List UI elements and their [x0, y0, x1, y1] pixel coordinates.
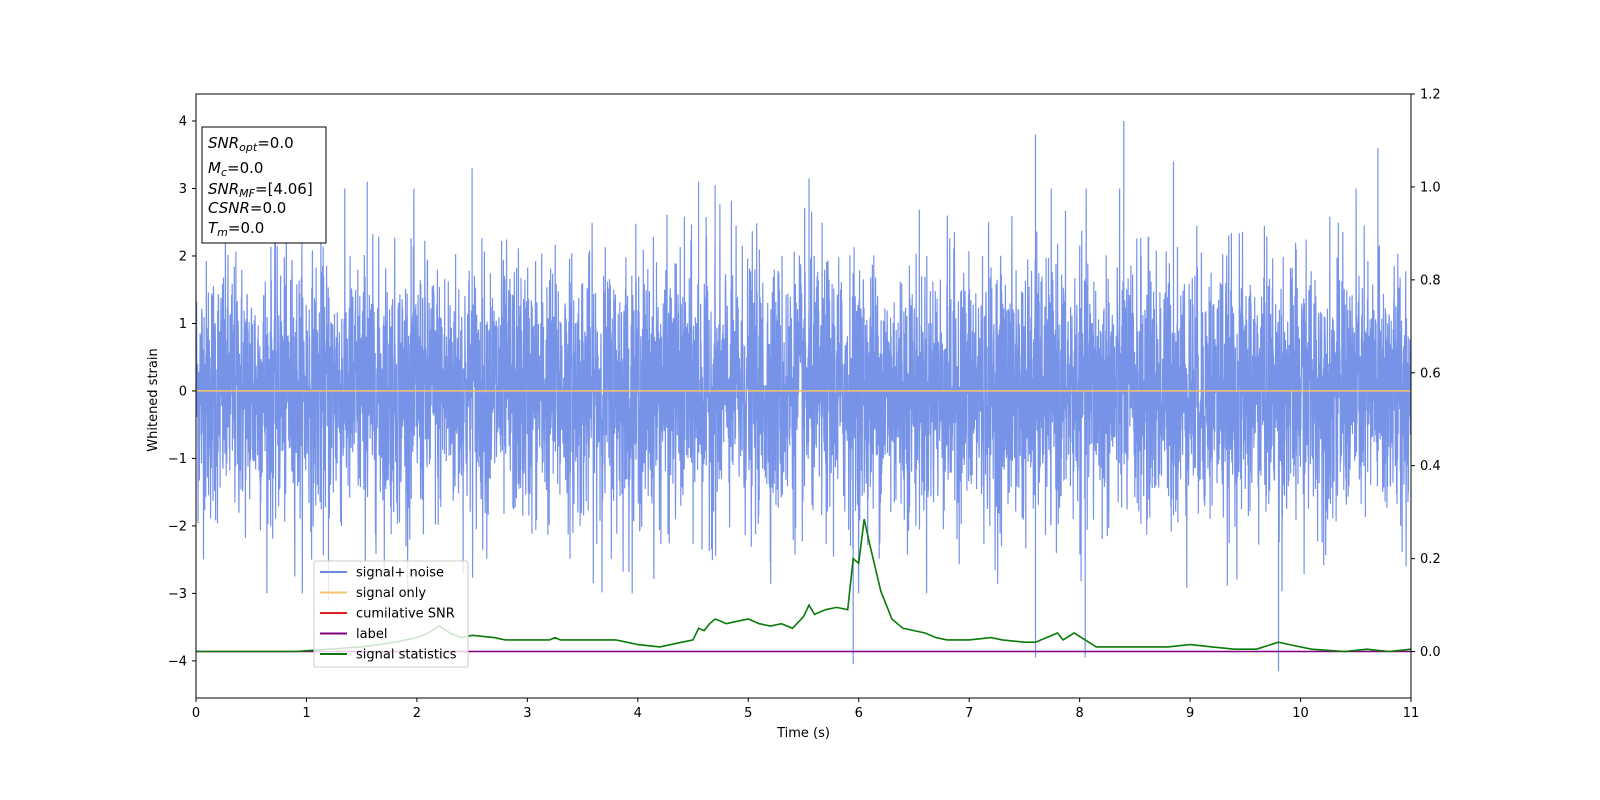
- legend-entry: label: [356, 627, 387, 642]
- x-tick-label: 3: [523, 706, 531, 721]
- x-tick-label: 9: [1186, 706, 1194, 721]
- x-tick-label: 6: [855, 706, 863, 721]
- plot-frame: [195, 93, 1412, 699]
- y-tick-label: 1: [179, 317, 187, 332]
- legend-frame: [313, 560, 469, 668]
- annotation-line: Mc=0.0: [208, 159, 263, 179]
- x-tick-label: 4: [634, 706, 642, 721]
- x-tick-label: 5: [744, 706, 752, 721]
- y2-tick-label: 0.0: [1420, 645, 1441, 660]
- x-tick-label: 11: [1403, 706, 1420, 721]
- signal-statistics-series: [196, 518, 1412, 653]
- x-tick-label: 8: [1075, 706, 1083, 721]
- y2-tick-label: 1.2: [1420, 88, 1441, 103]
- y-axis-label: Whitened strain: [146, 348, 161, 451]
- x-tick-label: 0: [192, 706, 200, 721]
- y-tick-label: −3: [168, 587, 187, 602]
- x-axis-label: Time (s): [776, 726, 830, 741]
- legend-entry: signal only: [356, 586, 426, 601]
- y-tick-label: −1: [168, 452, 187, 467]
- annotation-frame: [201, 126, 327, 244]
- x-tick-label: 2: [413, 706, 421, 721]
- y2-tick-label: 0.2: [1420, 552, 1441, 567]
- x-tick-label: 7: [965, 706, 973, 721]
- legend: signal+ noise signal only cumilative SNR la…: [313, 560, 469, 668]
- y-tick-label: −2: [168, 519, 187, 534]
- legend-entry: signal statistics: [356, 648, 457, 663]
- annotation-line: SNRMF=[4.06]: [208, 180, 313, 200]
- y2-tick-label: 1.0: [1420, 180, 1441, 195]
- y-tick-label: 2: [179, 249, 187, 264]
- legend-entry: cumilative SNR: [356, 607, 455, 622]
- y-tick-label: −4: [168, 654, 187, 669]
- y2-tick-label: 0.6: [1420, 366, 1441, 381]
- signal-noise-line: [196, 121, 1411, 671]
- y-tick-label: 0: [179, 384, 187, 399]
- y-axis-ticks: −4 −3 −2 −1 0 1 2 3 4: [168, 114, 196, 669]
- x-tick-label: 1: [302, 706, 310, 721]
- y2-axis-ticks: 0.0 0.2 0.4 0.6 0.8 1.0 1.2: [1411, 88, 1441, 660]
- x-axis-ticks: 0 1 2 3 4 5 6 7 8 9 10 11: [192, 698, 1419, 721]
- y2-tick-label: 0.4: [1420, 459, 1441, 474]
- y2-tick-label: 0.8: [1420, 273, 1441, 288]
- signal-noise-series: [196, 121, 1411, 671]
- x-tick-label: 10: [1292, 706, 1309, 721]
- signal-statistics-line: [196, 518, 1412, 653]
- annotation-line: CSNR=0.0: [208, 199, 286, 217]
- annotation-line: Tm=0.0: [208, 219, 264, 239]
- legend-entry: signal+ noise: [356, 566, 444, 581]
- y-tick-label: 3: [179, 182, 187, 197]
- annotation-line: SNRopt=0.0: [208, 134, 294, 154]
- y-tick-label: 4: [179, 114, 187, 129]
